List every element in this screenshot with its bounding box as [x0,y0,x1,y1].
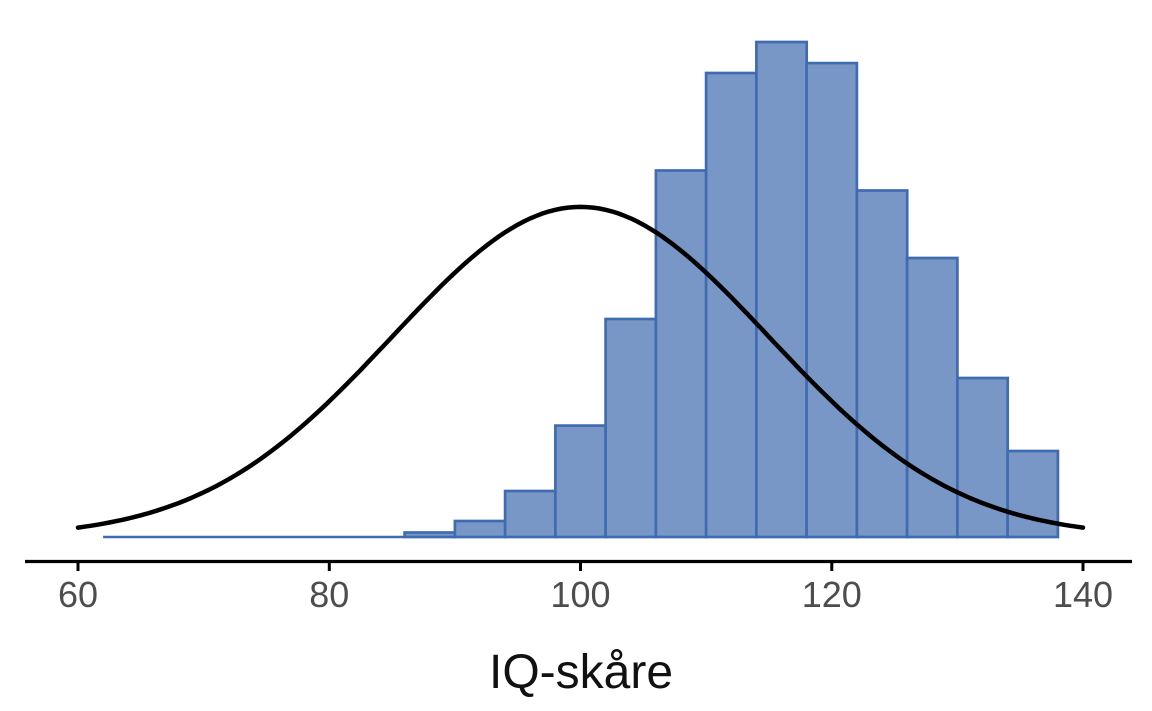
histogram-bar [403,531,457,539]
histogram-bar [1006,449,1060,539]
x-tick-label: 60 [58,574,98,615]
x-tick-label: 140 [1053,574,1113,615]
histogram-bar [855,189,909,539]
histogram-bars [403,40,1060,539]
histogram-bar [956,376,1010,539]
x-axis: 60 80 100 120 140 [25,559,1132,615]
histogram-bar [704,71,758,539]
histogram-bar [805,61,859,539]
x-tick-label: 120 [802,574,862,615]
histogram-bar [453,519,507,539]
histogram-bar [654,169,708,539]
histogram-bar [503,489,557,539]
histogram-bar [905,256,959,539]
normal-curve [75,204,1086,530]
x-tick-label: 100 [550,574,610,615]
histogram-bar [604,317,658,539]
histogram-bar [554,424,608,539]
x-tick-label: 80 [309,574,349,615]
histogram-bar [755,40,809,539]
x-axis-title: IQ-skåre [489,646,673,699]
